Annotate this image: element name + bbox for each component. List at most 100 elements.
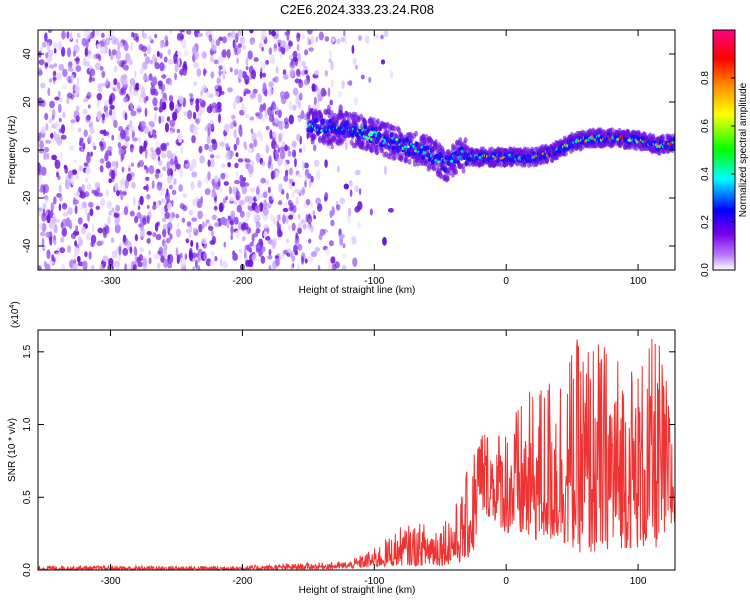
spectrogram-noise-cell <box>352 257 358 268</box>
spectrogram-noise-cell <box>47 87 51 97</box>
spectrogram-noise-cell <box>382 236 387 246</box>
spectrogram-noise-cell <box>340 36 346 43</box>
spectrogram-noise-cell <box>110 237 115 243</box>
spectrogram-x-label: Height of straight line (km) <box>299 285 416 296</box>
spectrogram-noise-cell <box>62 84 67 90</box>
spectrogram-noise-cell <box>257 184 262 189</box>
spectrogram-noise-cell <box>282 207 289 213</box>
spectrogram-noise-cell <box>142 217 147 226</box>
spectrogram-noise-cell <box>336 38 341 45</box>
spectrogram-noise-cell <box>357 221 361 229</box>
spectrogram-noise-cell <box>217 181 221 187</box>
spectrogram-noise-cell <box>44 195 49 204</box>
spectrogram-noise-cell <box>120 87 124 94</box>
spectrogram-noise-cell <box>100 46 106 54</box>
spectrogram-noise-cell <box>239 36 245 45</box>
spectrogram-noise-cell <box>212 183 219 189</box>
spectrogram-noise-cell <box>166 161 171 170</box>
spectrogram-noise-cell <box>138 43 144 51</box>
spectrogram-noise-cell <box>100 39 107 47</box>
spectrogram-noise-cell <box>145 95 149 102</box>
spectrogram-noise-cell <box>249 187 256 193</box>
spectrogram-noise-cell <box>115 262 119 270</box>
spectrogram-noise-cell <box>265 59 269 65</box>
spectrogram-noise-cell <box>157 262 161 269</box>
spectrogram-noise-cell <box>66 97 70 105</box>
spectrogram-noise-cell <box>198 223 203 233</box>
snr-y-label: SNR (10 * v/v) <box>7 418 18 482</box>
spectrogram-noise-cell <box>228 196 235 202</box>
spectrogram-noise-cell <box>176 128 181 134</box>
spectrogram-noise-cell <box>343 183 349 190</box>
spectrogram-noise-cell <box>195 103 200 112</box>
spectrogram-noise-cell <box>262 102 267 111</box>
spectrogram-noise-cell <box>258 42 263 49</box>
spectrogram-signal-cell <box>454 168 459 175</box>
spectrogram-noise-cell <box>91 189 95 194</box>
spectrogram-noise-cell <box>304 49 309 56</box>
spectrogram-noise-cell <box>43 151 47 161</box>
spectrogram-signal-cell <box>445 175 450 182</box>
spectrogram-noise-cell <box>274 144 279 149</box>
spectrogram-noise-cell <box>287 150 292 157</box>
spectrogram-noise-cell <box>288 178 292 185</box>
spectrogram-noise-cell <box>286 238 289 244</box>
spectrogram-noise-cell <box>40 82 46 89</box>
spectrogram-noise-cell <box>85 41 89 49</box>
spectrogram-noise-cell <box>280 40 287 48</box>
spectrogram-noise-cell <box>209 55 215 63</box>
spectrogram-noise-cell <box>46 214 51 224</box>
spectrogram-signal-cell <box>380 147 385 154</box>
spectrogram-signal-cell <box>463 137 468 143</box>
spectrogram-signal-cell <box>361 139 366 146</box>
spectrogram-noise-cell <box>145 56 151 64</box>
spectrogram-noise-cell <box>148 165 155 175</box>
spectrogram-noise-cell <box>238 126 241 135</box>
spectrogram-noise-cell <box>52 70 57 77</box>
spectrogram-signal-cell <box>326 131 331 138</box>
spectrogram-noise-cell <box>129 210 135 217</box>
x-tick-label: -100 <box>364 276 384 287</box>
spectrogram-noise-cell <box>286 192 289 200</box>
spectrogram-noise-cell <box>195 197 199 203</box>
spectrogram-noise-cell <box>255 228 261 234</box>
spectrogram-noise-cell <box>292 87 299 96</box>
spectrogram-noise-cell <box>239 109 245 116</box>
spectrogram-noise-cell <box>160 142 167 152</box>
spectrogram-noise-cell <box>89 74 92 83</box>
spectrogram-noise-cell <box>152 204 157 210</box>
spectrogram-noise-cell <box>186 221 192 227</box>
spectrogram-noise-cell <box>123 64 129 71</box>
spectrogram-noise-cell <box>329 99 334 106</box>
spectrogram-noise-cell <box>75 172 80 181</box>
spectrogram-noise-cell <box>86 232 92 241</box>
spectrogram-noise-cell <box>89 208 94 217</box>
spectrogram-noise-cell <box>319 228 325 236</box>
spectrogram-noise-cell <box>60 134 67 140</box>
spectrogram-noise-cell <box>223 181 229 186</box>
spectrogram-noise-cell <box>197 265 201 270</box>
spectrogram-noise-cell <box>220 258 223 268</box>
spectrogram-noise-cell <box>74 205 78 215</box>
spectrogram-noise-cell <box>227 215 231 220</box>
spectrogram-noise-cell <box>132 264 137 270</box>
spectrogram-noise-cell <box>207 171 211 181</box>
snr-x-label: Height of straight line (km) <box>299 585 416 596</box>
spectrogram-noise-cell <box>180 257 187 267</box>
spectrogram-noise-cell <box>228 186 232 195</box>
y-tick-label: 1.5 <box>22 344 33 358</box>
spectrogram-noise-cell <box>90 151 93 157</box>
spectrogram-noise-cell <box>220 172 226 180</box>
spectrogram-noise-cell <box>81 226 86 235</box>
spectrogram-noise-cell <box>249 241 254 247</box>
spectrogram-noise-cell <box>88 134 92 143</box>
spectrogram-noise-cell <box>111 134 115 141</box>
spectrogram-noise-cell <box>324 70 328 77</box>
spectrogram-noise-cell <box>169 80 173 87</box>
spectrogram-noise-cell <box>236 57 239 64</box>
spectrogram-noise-cell <box>60 124 66 134</box>
spectrogram-signal-cell <box>392 154 397 161</box>
spectrogram-noise-cell <box>255 215 261 222</box>
spectrogram-noise-cell <box>233 129 237 139</box>
